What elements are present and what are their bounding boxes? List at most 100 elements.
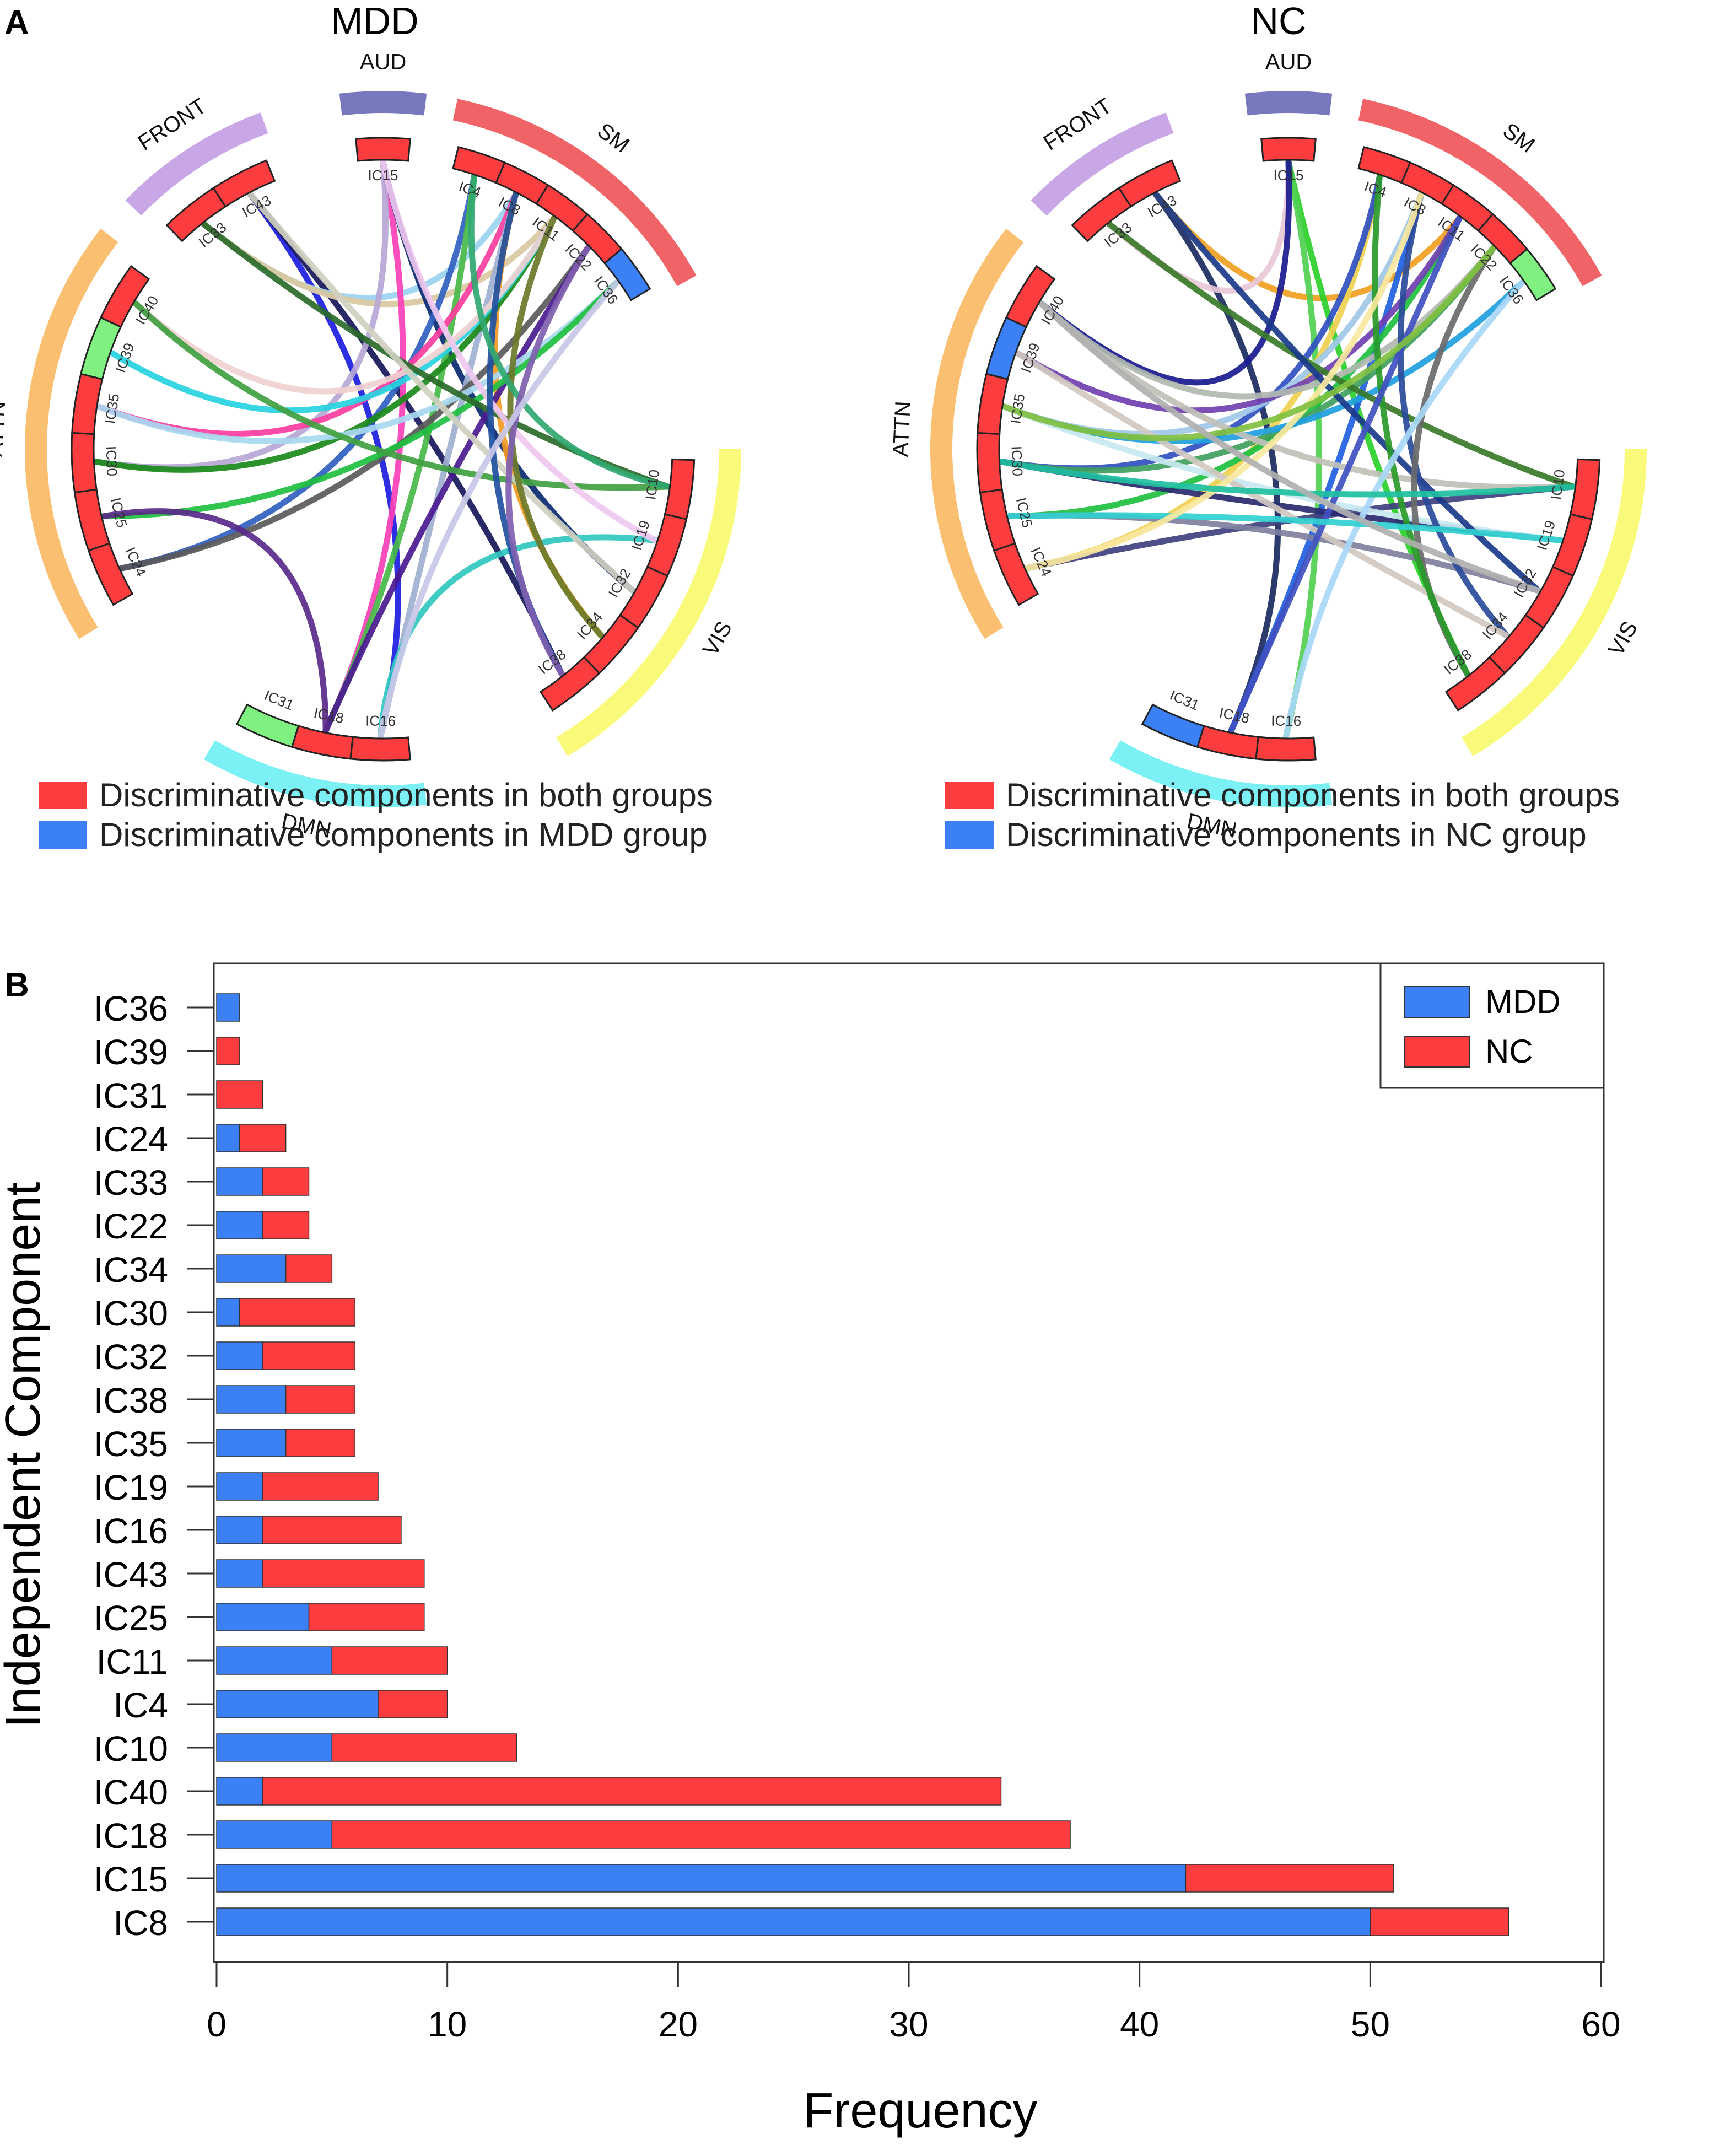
chord-IC15-IC16 <box>1282 159 1322 740</box>
bar-ic16-mdd <box>216 1516 263 1544</box>
x-tick-label-20: 20 <box>659 2004 698 2044</box>
chord-IC16-IC36 <box>377 279 620 740</box>
network-arc-attn <box>930 228 1024 639</box>
chord-IC43-IC16 <box>247 191 401 740</box>
chord-IC10-IC33 <box>1107 221 1577 490</box>
bar-ic43-nc <box>262 1559 425 1588</box>
y-tick-label-ic22: IC22 <box>94 1206 168 1246</box>
network-arc-aud <box>339 90 427 116</box>
component-label-ic15: IC15 <box>1274 167 1304 184</box>
bar-ic16-nc <box>262 1516 402 1544</box>
component-segment-ic19 <box>646 513 688 577</box>
bar-ic35-mdd <box>216 1429 287 1457</box>
chord-IC30-IC10 <box>999 459 1577 498</box>
y-tick-label-ic38: IC38 <box>94 1381 168 1420</box>
chord-IC38-IC4 <box>1372 174 1470 677</box>
legend-swatch-both <box>39 782 87 809</box>
circos-mdd: MDD IC33IC43IC15IC4IC8IC11IC22IC36IC10IC… <box>0 0 741 853</box>
legend-text-group: Discriminative components in NC group <box>1006 816 1587 853</box>
y-tick-label-ic34: IC34 <box>94 1250 168 1290</box>
component-label-ic25: IC25 <box>107 496 131 529</box>
y-tick-label-ic11: IC11 <box>96 1642 168 1681</box>
chord-IC11-IC40 <box>132 215 557 395</box>
chord-IC36-IC35 <box>96 279 620 444</box>
network-label-attn: ATTN <box>888 400 915 457</box>
component-segment-ic15 <box>1260 137 1317 162</box>
network-arc-vis <box>1462 449 1647 757</box>
chart-legend: MDD NC <box>1379 962 1605 1089</box>
component-label-ic10: IC10 <box>1548 468 1568 500</box>
component-segment-ic36 <box>1509 247 1557 301</box>
chord-IC25-IC18 <box>100 508 329 734</box>
y-tick-label-ic33: IC33 <box>94 1163 168 1203</box>
component-label-ic8: IC8 <box>1401 193 1429 218</box>
chord-IC10-IC4 <box>468 174 671 490</box>
y-axis-title: Independent Component <box>0 1182 51 1728</box>
y-tick-label-ic36: IC36 <box>94 989 168 1028</box>
x-tick-label-50: 50 <box>1351 2004 1390 2044</box>
bar-ic43-mdd <box>216 1559 263 1588</box>
panel-b-label: B <box>4 966 29 1004</box>
component-segment-ic25 <box>979 488 1016 552</box>
circos-nc: NC IC33IC43IC15IC4IC8IC11IC22IC36IC10IC1… <box>888 0 1647 853</box>
component-segment-ic31 <box>1141 703 1205 748</box>
component-segment-ic19 <box>1551 513 1593 577</box>
bar-ic39-nc <box>216 1037 240 1065</box>
chord-IC18-IC11 <box>1228 215 1463 734</box>
network-label-vis: VIS <box>698 617 737 660</box>
bar-ic4-mdd <box>216 1690 379 1718</box>
y-tick-label-ic4: IC4 <box>113 1685 168 1725</box>
x-tick-label-0: 0 <box>207 2004 227 2044</box>
panel-a-label: A <box>4 4 29 42</box>
component-segment-ic25 <box>73 488 111 552</box>
component-segment-ic18 <box>290 725 354 760</box>
bar-ic10-nc <box>331 1733 517 1762</box>
component-segment-ic15 <box>355 137 411 162</box>
network-label-vis: VIS <box>1604 617 1642 660</box>
plot-frame <box>213 962 1605 1963</box>
bar-ic24-nc <box>239 1124 287 1152</box>
bar-ic30-mdd <box>216 1298 240 1327</box>
chord-IC22-IC40 <box>1038 245 1497 400</box>
legend-text-both: Discriminative components in both groups <box>99 777 713 813</box>
component-label-ic31: IC31 <box>1167 687 1201 714</box>
component-segment-ic40 <box>1005 265 1056 328</box>
chord-IC24-IC8 <box>1024 191 1425 572</box>
network-label-aud: AUD <box>360 50 406 74</box>
x-tick-label-30: 30 <box>889 2004 928 2044</box>
bar-ic11-nc <box>331 1646 448 1675</box>
component-label-ic18: IC18 <box>1218 704 1251 726</box>
legend-text-both: Discriminative components in both groups <box>1006 777 1620 813</box>
component-label-ic24: IC24 <box>1027 545 1055 579</box>
component-label-ic15: IC15 <box>368 167 398 184</box>
bar-ic40-nc <box>262 1777 1002 1806</box>
component-segment-ic40 <box>99 265 150 328</box>
bar-ic24-mdd <box>216 1124 240 1152</box>
component-segment-ic16 <box>1255 736 1317 762</box>
bar-ic40-mdd <box>216 1777 263 1806</box>
bar-ic33-nc <box>262 1167 310 1196</box>
component-label-ic18: IC18 <box>312 704 346 726</box>
bar-ic15-mdd <box>216 1864 1187 1893</box>
component-label-ic19: IC19 <box>1533 519 1559 553</box>
x-axis-title: Frequency <box>803 2083 1037 2138</box>
component-label-ic24: IC24 <box>122 545 149 579</box>
chord-IC22-IC24 <box>118 245 591 572</box>
bar-ic15-nc <box>1185 1864 1394 1893</box>
component-segment-ic30 <box>71 432 98 494</box>
bar-ic30-nc <box>239 1298 355 1327</box>
component-label-ic30: IC30 <box>103 445 120 476</box>
bar-ic38-mdd <box>216 1385 287 1414</box>
chart-legend-swatch-nc <box>1404 1036 1470 1068</box>
chord-IC32-IC43 <box>1152 191 1541 594</box>
bar-ic38-nc <box>285 1385 355 1414</box>
chord-IC11-IC25 <box>1006 215 1463 520</box>
legend-swatch-group <box>945 821 994 849</box>
network-arc-dmn <box>1109 740 1333 807</box>
component-label-ic16: IC16 <box>365 713 396 729</box>
component-label-ic4: IC4 <box>1362 178 1389 201</box>
y-tick-label-ic18: IC18 <box>94 1816 168 1856</box>
component-segment-ic35 <box>71 373 104 435</box>
